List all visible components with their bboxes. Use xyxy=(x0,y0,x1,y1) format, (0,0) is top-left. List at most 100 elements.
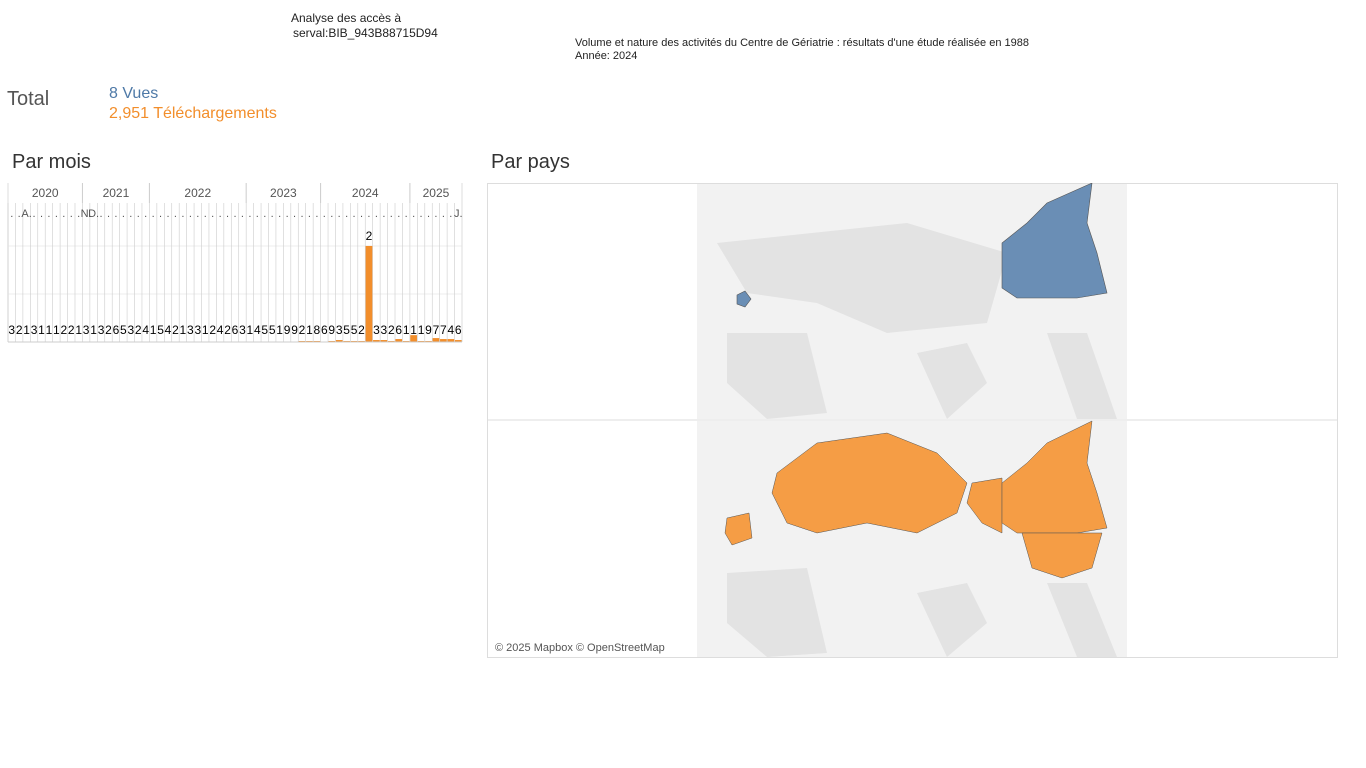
value-label: 2 xyxy=(60,323,67,337)
month-label: . xyxy=(434,208,437,220)
value-label: 5 xyxy=(269,323,276,337)
bar xyxy=(410,335,417,342)
country-iberia-france xyxy=(724,512,753,546)
map-views xyxy=(697,183,1127,419)
value-label: 2 xyxy=(209,323,216,337)
value-label: 3 xyxy=(31,323,38,337)
country-alaska xyxy=(966,477,1003,534)
month-label: . xyxy=(256,208,259,220)
country-usa xyxy=(1021,532,1103,579)
month-label: . xyxy=(330,208,333,220)
value-label: 6 xyxy=(455,323,462,337)
value-label: 1 xyxy=(46,323,53,337)
bar xyxy=(380,340,388,342)
month-label: . xyxy=(10,208,13,220)
month-label: . xyxy=(390,208,393,220)
value-label: 1 xyxy=(247,323,254,337)
value-label: 1 xyxy=(53,323,60,337)
value-label: 1 xyxy=(403,323,410,337)
country-canada xyxy=(1001,183,1108,299)
month-label: . xyxy=(144,208,147,220)
views-total: 8 Vues xyxy=(109,85,159,102)
month-label: . xyxy=(323,208,326,220)
value-label: 1 xyxy=(276,323,283,337)
title: serval:BIB_943B88715D94 xyxy=(293,26,438,40)
value-label: 1 xyxy=(306,323,313,337)
value-label: 3 xyxy=(127,323,134,337)
month-label: . xyxy=(122,208,125,220)
value-label: 2 xyxy=(358,323,365,337)
month-label: . xyxy=(62,208,65,220)
value-label: 3 xyxy=(373,323,380,337)
value-label: 2 xyxy=(299,323,306,337)
value-label: 6 xyxy=(113,323,120,337)
value-label: 3 xyxy=(8,323,15,337)
value-label: 2 xyxy=(388,323,395,337)
month-label: . xyxy=(449,208,452,220)
monthly-chart: 2020 2021 2022 2023 2024 2025.. A........ N.D..… xyxy=(7,183,463,343)
bar xyxy=(335,340,343,342)
year: Année: 2024 xyxy=(575,50,638,62)
bar xyxy=(454,340,462,342)
month-label: . xyxy=(375,208,378,220)
value-label: 5 xyxy=(343,323,350,337)
month-label: . xyxy=(345,208,348,220)
month-label: . xyxy=(129,208,132,220)
subtitle: Volume et nature des activités du Centre… xyxy=(575,37,1029,49)
value-label: 3 xyxy=(336,323,343,337)
value-label: 9 xyxy=(328,323,335,337)
total-label: Total xyxy=(7,88,50,110)
month-label: . xyxy=(219,208,222,220)
year-label: 2020 xyxy=(32,186,59,200)
month-label: . xyxy=(55,208,58,220)
year-label: 2025 xyxy=(423,186,450,200)
value-label: 8 xyxy=(314,323,321,337)
value-label: 1 xyxy=(202,323,209,337)
value-label: 4 xyxy=(254,323,261,337)
value-label: 4 xyxy=(165,323,172,337)
land xyxy=(727,568,1117,657)
month-label: . xyxy=(137,208,140,220)
month-label: . xyxy=(397,208,400,220)
value-label: 1 xyxy=(75,323,82,337)
month-label: . xyxy=(114,208,117,220)
value-label: 3 xyxy=(187,323,194,337)
value-label: 1 xyxy=(180,323,187,337)
country-maps: © 2025 Mapbox © OpenStreetMap xyxy=(487,183,1338,658)
downloads-total: 2,951 Téléchargements xyxy=(109,105,277,122)
month-label: . xyxy=(420,208,423,220)
value-label: 5 xyxy=(351,323,358,337)
month-label: . xyxy=(338,208,341,220)
month-label: . xyxy=(442,208,445,220)
month-label: . xyxy=(412,208,415,220)
bar xyxy=(440,339,447,342)
title: Analyse des accès à xyxy=(291,11,402,25)
month-label: . xyxy=(278,208,281,220)
month-label: . xyxy=(263,208,266,220)
value-label: 1 xyxy=(418,323,425,337)
value-label: 3 xyxy=(194,323,201,337)
value-label: 3 xyxy=(381,323,388,337)
month-label: . xyxy=(211,208,214,220)
value-label: 7 xyxy=(433,323,440,337)
month-label: J. xyxy=(454,208,463,220)
month-label: . xyxy=(174,208,177,220)
month-label: . xyxy=(33,208,36,220)
value-label: 1 xyxy=(410,323,417,337)
land xyxy=(717,223,1117,419)
value-label: 3 xyxy=(83,323,90,337)
country-canada xyxy=(1001,420,1108,534)
country-france xyxy=(736,290,752,308)
month-label: . xyxy=(18,208,21,220)
value-label: 5 xyxy=(120,323,127,337)
value-label: 3 xyxy=(239,323,246,337)
month-label: . xyxy=(382,208,385,220)
value-label: 2 xyxy=(16,323,23,337)
section-title: Par pays xyxy=(491,151,570,173)
value-label: 9 xyxy=(291,323,298,337)
value-label: 5 xyxy=(261,323,268,337)
month-label: A. xyxy=(21,208,31,220)
bar xyxy=(447,339,455,342)
month-label: . xyxy=(308,208,311,220)
